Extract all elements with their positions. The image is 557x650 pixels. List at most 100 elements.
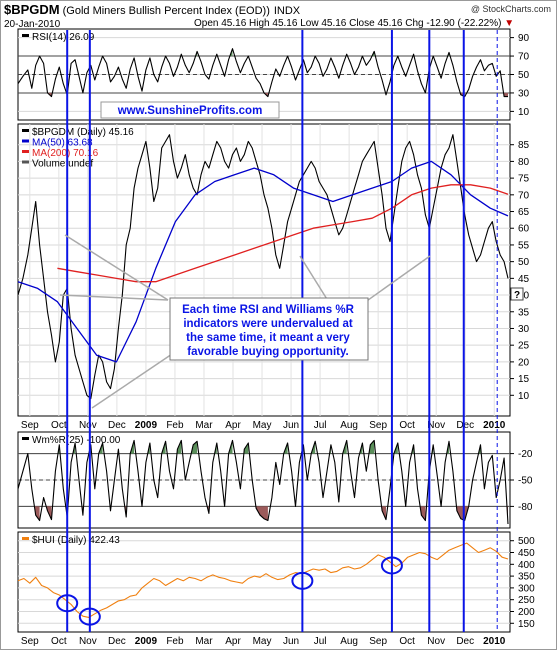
- ma200-line: [57, 184, 509, 283]
- x-tick-label: Dec: [108, 420, 126, 431]
- title-name: (Gold Miners Bullish Percent Index (EOD)…: [62, 5, 270, 17]
- question-mark: ?: [514, 290, 520, 301]
- legend-swatch: [22, 129, 29, 132]
- x-tick-label: Sep: [21, 636, 39, 647]
- y-tick-label: 350: [518, 572, 535, 583]
- highlight-circle: [56, 594, 79, 613]
- y-tick-label: 10: [518, 391, 530, 402]
- price-line: [17, 134, 509, 400]
- y-tick-label: 20: [518, 357, 530, 368]
- x-tick-label: Jun: [283, 420, 299, 431]
- callout-line: [64, 234, 169, 301]
- y-tick-label: 80: [518, 157, 530, 168]
- x-tick-label: Aug: [340, 636, 358, 647]
- williams-line: [17, 439, 509, 525]
- rsi-line: [17, 48, 508, 98]
- title-symbol: $BPGDM: [4, 2, 60, 17]
- x-tick-label: Oct: [399, 636, 415, 647]
- x-tick-label: 2009: [135, 420, 158, 431]
- highlight-circle: [291, 571, 314, 590]
- y-tick-label: 65: [518, 207, 530, 218]
- panel-frame: [17, 123, 511, 417]
- x-tick-label: May: [253, 420, 272, 431]
- x-tick-label: Apr: [225, 636, 241, 647]
- quote-date: 20-Jan-2010: [4, 19, 61, 30]
- legend-label: RSI(14) 26.09: [32, 32, 95, 43]
- y-tick-label: 45: [518, 274, 530, 285]
- x-tick-label: Nov: [427, 420, 445, 431]
- legend-swatch: [22, 34, 29, 37]
- annotation-line: favorable buying opportunity.: [187, 346, 348, 358]
- y-tick-label: 150: [518, 619, 535, 630]
- oversold-fill: [503, 92, 508, 97]
- legend-swatch: [22, 150, 29, 153]
- y-tick-label: 75: [518, 174, 530, 185]
- y-tick-label: -50: [518, 476, 533, 487]
- y-tick-label: 200: [518, 607, 535, 618]
- hui-line: [17, 542, 509, 618]
- y-tick-label: 400: [518, 560, 535, 571]
- overbought-fill: [369, 440, 375, 454]
- x-tick-label: Apr: [225, 420, 241, 431]
- callout-line: [59, 294, 169, 301]
- x-tick-label: 2010: [483, 420, 506, 431]
- y-tick-label: 40: [518, 291, 530, 302]
- y-tick-label: 30: [518, 88, 530, 99]
- legend-swatch: [22, 139, 29, 143]
- y-tick-label: 15: [518, 374, 530, 385]
- x-tick-label: Nov: [79, 420, 97, 431]
- callout-line: [91, 349, 179, 409]
- x-tick-label: Oct: [51, 636, 67, 647]
- legend-label: Volume undef: [32, 159, 93, 170]
- x-tick-label: May: [253, 636, 272, 647]
- legend-label: $HUI (Daily) 422.43: [32, 535, 120, 546]
- x-tick-label: Sep: [369, 420, 387, 431]
- y-tick-label: 90: [518, 33, 530, 44]
- oversold-fill: [34, 506, 40, 521]
- overbought-fill: [191, 441, 198, 454]
- legend-swatch: [22, 160, 29, 164]
- y-tick-label: 300: [518, 583, 535, 594]
- x-tick-label: Jul: [314, 636, 327, 647]
- y-tick-label: 30: [518, 324, 530, 335]
- annotation-line: indicators were undervalued at: [183, 318, 353, 330]
- y-tick-label: 250: [518, 595, 535, 606]
- y-tick-label: 60: [518, 224, 530, 235]
- x-tick-label: Mar: [195, 420, 213, 431]
- x-tick-label: Dec: [108, 636, 126, 647]
- y-tick-label: 50: [518, 257, 530, 268]
- y-tick-label: -20: [518, 449, 533, 460]
- quote-text: Open 45.16 High 45.16 Low 45.16 Close 45…: [194, 18, 502, 29]
- x-tick-label: Aug: [340, 420, 358, 431]
- y-tick-label: 500: [518, 536, 535, 547]
- oversold-fill: [420, 506, 426, 521]
- y-tick-label: 85: [518, 140, 530, 151]
- x-tick-label: 2010: [483, 636, 506, 647]
- ma50-line: [17, 160, 509, 363]
- quote-values: Open 45.16 High 45.16 Low 45.16 Close 45…: [194, 18, 514, 29]
- highlight-circle: [380, 556, 403, 575]
- x-tick-label: Mar: [195, 636, 213, 647]
- y-tick-label: 25: [518, 341, 530, 352]
- x-tick-label: Nov: [79, 636, 97, 647]
- change-marker: ▼: [504, 18, 515, 29]
- y-tick-label: 10: [518, 107, 530, 118]
- oversold-fill: [255, 506, 268, 521]
- x-tick-label: Nov: [427, 636, 445, 647]
- legend-label: MA(200) 70.16: [32, 148, 99, 159]
- y-tick-label: 50: [518, 70, 530, 81]
- website-label: www.SunshineProfits.com: [117, 105, 263, 117]
- x-tick-label: Oct: [399, 420, 415, 431]
- legend-swatch: [22, 537, 29, 540]
- y-tick-label: 450: [518, 548, 535, 559]
- legend-label: $BPGDM (Daily) 45.16: [32, 127, 134, 138]
- title-index-tag: INDX: [273, 5, 301, 17]
- x-tick-label: Jun: [283, 636, 299, 647]
- legend-swatch: [22, 437, 29, 440]
- y-tick-label: 70: [518, 52, 530, 63]
- x-tick-label: Sep: [21, 420, 39, 431]
- x-tick-label: Feb: [166, 420, 184, 431]
- y-tick-label: 70: [518, 190, 530, 201]
- x-tick-label: Oct: [51, 420, 67, 431]
